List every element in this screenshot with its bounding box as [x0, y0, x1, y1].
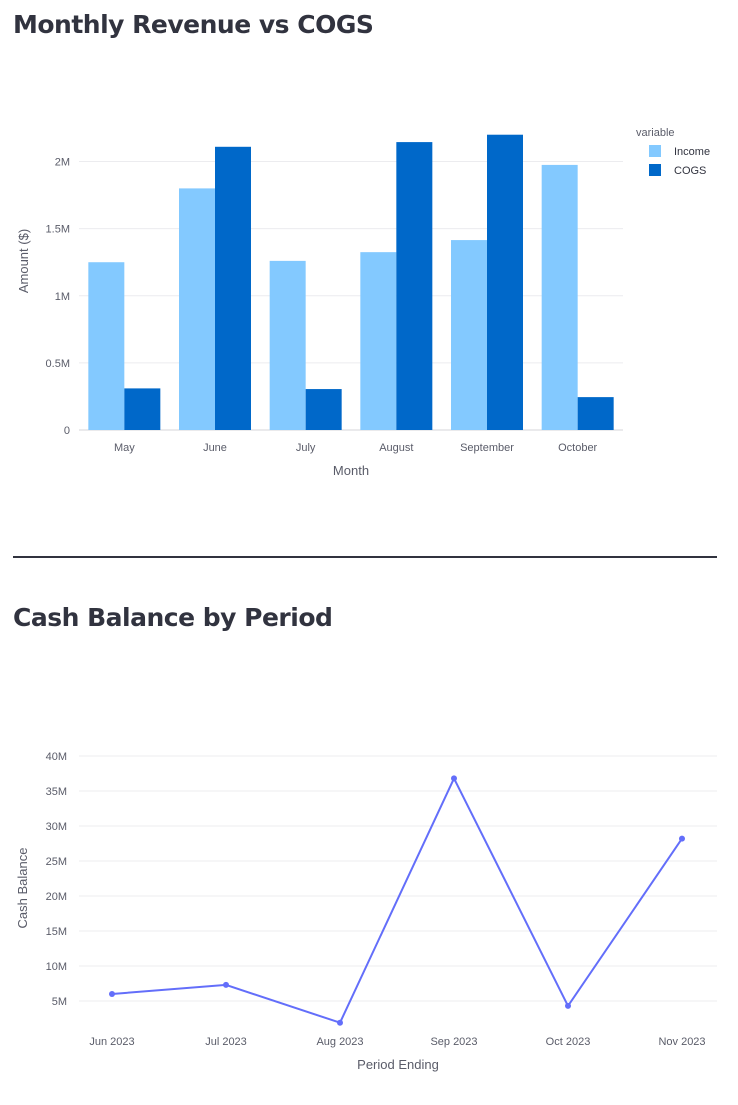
revenue-cogs-bar-chart[interactable]: 0 0.5M 1M 1.5M 2M May June July August September O…	[0, 0, 738, 520]
legend-title: variable	[636, 127, 675, 139]
bar-cogs	[124, 388, 161, 430]
legend-swatch-income	[649, 145, 661, 157]
y-tick-label: 1.5M	[46, 224, 70, 236]
bar-cogs	[305, 389, 342, 430]
x-tick-label: June	[203, 442, 227, 454]
y-axis-title: Cash Balance	[15, 848, 30, 929]
legend-label-cogs: COGS	[674, 165, 706, 177]
legend-swatch-cogs	[649, 164, 661, 176]
y-axis-title: Amount ($)	[16, 229, 31, 293]
y-tick-label: 20M	[46, 891, 67, 903]
section-divider	[13, 556, 717, 558]
x-tick-label: Sep 2023	[430, 1036, 477, 1048]
x-axis-title: Period Ending	[357, 1057, 439, 1072]
bar-income	[269, 260, 306, 430]
bar-income	[451, 240, 487, 430]
y-tick-label: 1M	[55, 291, 70, 303]
bar-income	[179, 188, 215, 430]
y-tick-label: 0	[64, 425, 70, 437]
y-tick-label: 15M	[46, 926, 67, 938]
bar-cogs	[487, 134, 523, 430]
x-tick-label: Jul 2023	[205, 1036, 247, 1048]
cash-balance-line	[111, 776, 683, 1024]
y-tick-label: 30M	[46, 821, 67, 833]
y-tick-label: 5M	[52, 996, 67, 1008]
x-tick-label: Oct 2023	[546, 1036, 591, 1048]
y-tick-label: 10M	[46, 961, 67, 973]
bar-income	[360, 252, 397, 430]
x-tick-label: Aug 2023	[316, 1036, 363, 1048]
y-tick-label: 0.5M	[46, 358, 70, 370]
data-point	[451, 775, 457, 782]
bar-income	[541, 164, 578, 430]
page-title-cash-balance: Cash Balance by Period	[13, 603, 333, 632]
y-tick-label: 35M	[46, 786, 67, 798]
bar-cogs	[396, 142, 433, 431]
x-tick-label: October	[558, 442, 597, 454]
x-tick-label: August	[379, 442, 413, 454]
data-point	[679, 835, 685, 842]
x-tick-label: July	[296, 442, 316, 454]
y-tick-label: 40M	[46, 751, 67, 763]
legend-label-income: Income	[674, 146, 710, 158]
x-axis-title: Month	[333, 463, 369, 478]
x-tick-label: Nov 2023	[658, 1036, 705, 1048]
y-tick-label: 25M	[46, 856, 67, 868]
data-point	[109, 991, 115, 997]
bar-cogs	[577, 397, 614, 430]
page-title-revenue-cogs: Monthly Revenue vs COGS	[13, 10, 374, 39]
data-point	[223, 981, 229, 988]
data-point	[565, 1002, 571, 1009]
x-tick-label: Jun 2023	[89, 1036, 134, 1048]
x-tick-label: May	[114, 442, 135, 454]
data-point	[337, 1019, 343, 1026]
x-tick-label: September	[460, 442, 514, 454]
bar-cogs	[215, 146, 251, 430]
bar-income	[88, 262, 125, 430]
y-tick-label: 2M	[55, 157, 70, 169]
